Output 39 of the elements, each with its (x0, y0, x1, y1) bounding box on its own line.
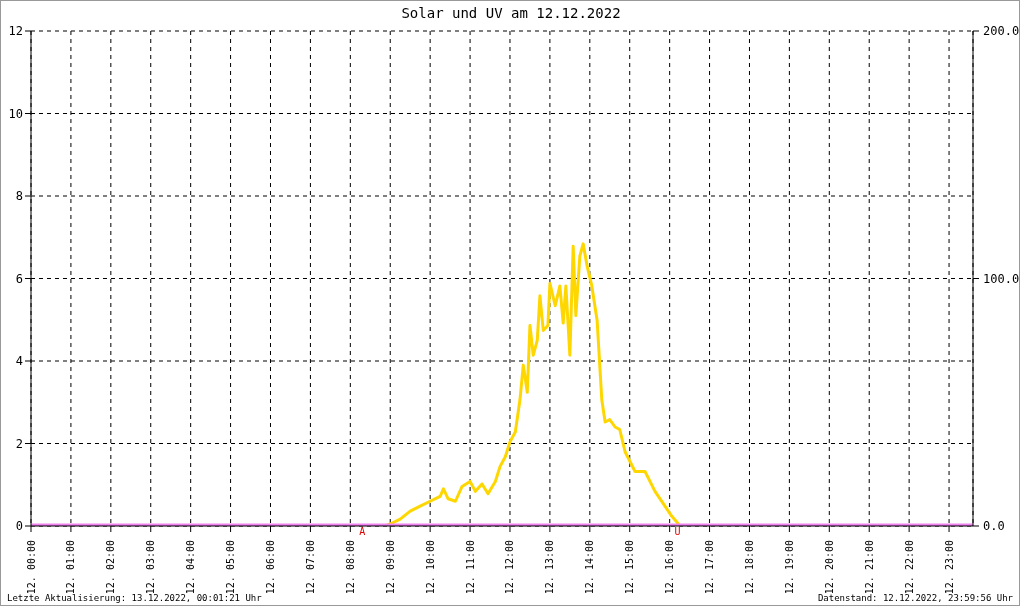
x-tick-label: 12. 16:00 (664, 540, 676, 595)
chart-title: Solar und UV am 12.12.2022 (401, 5, 621, 21)
y2-tick-label: 0.0 (983, 519, 1005, 533)
y-tick-label: 6 (15, 271, 23, 286)
x-tick-label: 12. 15:00 (624, 540, 636, 595)
x-tick-label: 12. 00:00 (25, 540, 37, 595)
x-tick-label: 12. 08:00 (344, 540, 356, 595)
y-tick-label: 4 (15, 354, 23, 369)
x-tick-label: 12. 20:00 (823, 540, 835, 595)
text: Letzte Aktualisierung: 13.12.2022, 00:01:21 Uhr (7, 593, 262, 603)
x-tick-label: 12. 18:00 (743, 540, 755, 595)
y-tick-label: 0 (15, 519, 23, 534)
y2-tick-label: 200.0 (983, 24, 1020, 38)
x-tick-label: 12. 12:00 (504, 540, 516, 595)
x-tick-label: 12. 01:00 (65, 540, 77, 595)
x-tick-label: 12. 21:00 (863, 540, 875, 595)
x-tick-label: 12. 11:00 (464, 540, 476, 595)
text: Datenstand: 12.12.2022, 23:59:56 Uhr (817, 593, 1013, 603)
x-tick-label: 12. 10:00 (424, 540, 436, 595)
annotation: U (674, 526, 681, 538)
x-tick-label: 12. 23:00 (943, 540, 955, 595)
x-tick-label: 12. 04:00 (185, 540, 197, 595)
x-tick-label: 12. 22:00 (903, 540, 915, 595)
y-tick-label: 2 (15, 436, 23, 451)
y-tick-label: 10 (8, 106, 23, 121)
x-tick-label: 12. 14:00 (584, 540, 596, 595)
x-tick-label: 12. 09:00 (384, 540, 396, 595)
x-tick-label: 12. 06:00 (264, 540, 276, 595)
y-tick-label: 12 (8, 24, 23, 39)
x-tick-label: 12. 02:00 (105, 540, 117, 595)
y-tick-label: 8 (15, 189, 23, 204)
x-tick-label: 12. 13:00 (544, 540, 556, 595)
x-tick-label: 12. 05:00 (225, 540, 237, 595)
y2-tick-label: 100.0 (983, 271, 1020, 286)
annotation: A (359, 526, 366, 538)
x-tick-label: 12. 07:00 (304, 540, 316, 595)
x-tick-label: 12. 03:00 (145, 540, 157, 595)
x-tick-label: 12. 19:00 (783, 540, 795, 595)
x-tick-label: 12. 17:00 (704, 540, 716, 595)
